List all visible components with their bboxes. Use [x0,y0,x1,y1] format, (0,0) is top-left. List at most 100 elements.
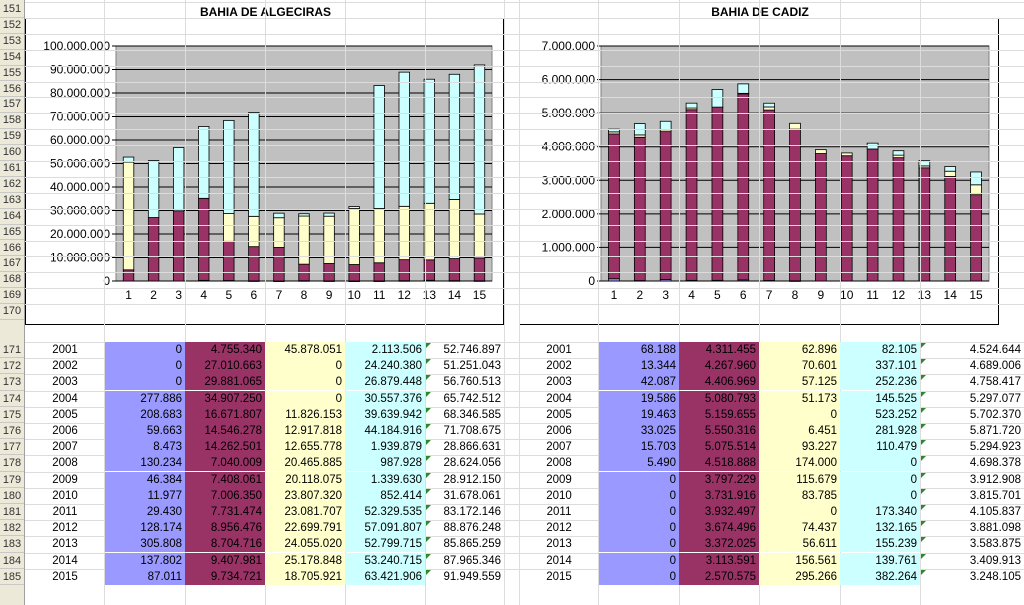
value-cell-col4[interactable]: 1.339.630 [345,471,425,488]
year-cell[interactable]: 2014 [546,554,572,567]
row-number[interactable]: 185 [0,569,24,585]
total-cell[interactable]: 87.965.346 [443,554,501,567]
year-cell[interactable]: 2008 [546,457,572,470]
value-cell-col3[interactable]: 12.655.778 [265,439,345,456]
value-cell-col2[interactable]: 7.040.009 [185,455,265,472]
value-cell-col4[interactable]: 382.264 [840,568,920,585]
row-number[interactable]: 166 [0,241,24,257]
row-number[interactable]: 159 [0,129,24,146]
value-cell-col4[interactable]: 44.184.916 [345,423,425,439]
value-cell-col1[interactable]: 59.663 [105,423,185,439]
value-cell-col4[interactable]: 852.414 [345,487,425,504]
row-number[interactable]: 184 [0,553,24,569]
value-cell-col1[interactable]: 130.234 [105,455,185,472]
row-header-column[interactable]: 151 152 153 154 155 156 157 158 159 160 161 162 163 1… [0,0,25,605]
year-cell[interactable]: 2008 [52,457,78,470]
value-cell-col4[interactable]: 523.252 [840,406,920,423]
value-cell-col1[interactable]: 15.703 [599,439,679,456]
row-number[interactable]: 174 [0,391,24,407]
row-number[interactable]: 181 [0,504,24,521]
value-cell-col1[interactable]: 68.188 [599,342,679,358]
value-cell-col4[interactable]: 155.239 [840,536,920,553]
value-cell-col2[interactable]: 3.372.025 [679,536,759,553]
total-cell[interactable]: 3.248.105 [969,570,1021,583]
value-cell-col2[interactable]: 14.262.501 [185,439,265,456]
year-cell[interactable]: 2006 [52,425,78,437]
year-cell[interactable]: 2012 [52,522,78,535]
value-cell-col3[interactable]: 156.561 [759,552,840,569]
row-number[interactable]: 151 [0,2,24,18]
value-cell-col3[interactable]: 51.173 [759,390,840,407]
value-cell-col2[interactable]: 9.734.721 [185,568,265,585]
value-cell-col3[interactable]: 25.178.848 [265,552,345,569]
value-cell-col1[interactable]: 0 [599,568,679,585]
total-cell[interactable]: 4.758.417 [969,376,1021,389]
value-cell-col3[interactable]: 56.611 [759,536,840,553]
total-cell[interactable]: 51.251.043 [443,360,501,373]
value-cell-col1[interactable]: 8.473 [105,439,185,456]
value-cell-col3[interactable]: 20.118.075 [265,471,345,488]
row-number[interactable]: 182 [0,520,24,537]
value-cell-col3[interactable]: 45.878.051 [265,342,345,358]
value-cell-col2[interactable]: 34.907.250 [185,390,265,407]
year-cell[interactable]: 2002 [546,360,572,373]
year-cell[interactable]: 2009 [546,473,572,486]
value-cell-col2[interactable]: 3.731.916 [679,487,759,504]
total-cell[interactable]: 4.689.006 [969,360,1021,373]
total-cell[interactable]: 88.876.248 [443,522,501,535]
value-cell-col3[interactable]: 0 [759,406,840,423]
total-cell[interactable]: 28.624.056 [443,457,501,470]
value-cell-col1[interactable]: 277.886 [105,390,185,407]
value-cell-col1[interactable]: 87.011 [105,568,185,585]
value-cell-col3[interactable]: 23.807.320 [265,487,345,504]
value-cell-col2[interactable]: 7.408.061 [185,471,265,488]
value-cell-col1[interactable]: 33.025 [599,423,679,439]
total-cell[interactable]: 52.746.897 [443,344,501,356]
value-cell-col3[interactable]: 74.437 [759,520,840,537]
row-number[interactable]: 153 [0,34,24,50]
value-cell-col1[interactable]: 128.174 [105,520,185,537]
value-cell-col3[interactable]: 174.000 [759,455,840,472]
value-cell-col2[interactable]: 3.797.229 [679,471,759,488]
value-cell-col1[interactable]: 19.463 [599,406,679,423]
year-cell[interactable]: 2015 [546,570,572,583]
total-cell[interactable]: 3.409.913 [969,554,1021,567]
total-cell[interactable]: 5.702.370 [969,408,1021,421]
value-cell-col1[interactable]: 0 [599,536,679,553]
row-number[interactable]: 180 [0,488,24,504]
total-cell[interactable]: 3.583.875 [969,538,1021,551]
value-cell-col3[interactable]: 24.055.020 [265,536,345,553]
value-cell-col3[interactable]: 12.917.818 [265,423,345,439]
year-cell[interactable]: 2005 [546,408,572,421]
row-number[interactable]: 152 [0,18,24,34]
value-cell-col4[interactable]: 0 [840,487,920,504]
total-cell[interactable]: 28.912.150 [443,473,501,486]
value-cell-col1[interactable]: 0 [599,487,679,504]
row-number[interactable]: 175 [0,407,24,423]
value-cell-col4[interactable]: 139.761 [840,552,920,569]
year-cell[interactable]: 2001 [546,344,572,356]
value-cell-col3[interactable]: 20.465.885 [265,455,345,472]
year-cell[interactable]: 2009 [52,473,78,486]
value-cell-col4[interactable]: 52.799.715 [345,536,425,553]
value-cell-col1[interactable]: 46.384 [105,471,185,488]
row-number[interactable]: 157 [0,97,24,114]
value-cell-col2[interactable]: 2.570.575 [679,568,759,585]
value-cell-col2[interactable]: 4.267.960 [679,358,759,375]
value-cell-col1[interactable]: 13.344 [599,358,679,375]
year-cell[interactable]: 2001 [52,344,78,356]
value-cell-col4[interactable]: 52.329.535 [345,504,425,520]
total-cell[interactable]: 3.881.098 [969,522,1021,535]
total-cell[interactable]: 5.294.923 [969,441,1021,454]
value-cell-col2[interactable]: 7.006.350 [185,487,265,504]
value-cell-col1[interactable]: 208.683 [105,406,185,423]
row-number[interactable]: 178 [0,455,24,472]
value-cell-col2[interactable]: 16.671.807 [185,406,265,423]
value-cell-col2[interactable]: 7.731.474 [185,504,265,520]
value-cell-col4[interactable]: 110.479 [840,439,920,456]
total-cell[interactable]: 85.865.259 [443,538,501,551]
value-cell-col4[interactable]: 0 [840,471,920,488]
value-cell-col4[interactable]: 2.113.506 [345,342,425,358]
value-cell-col3[interactable]: 57.125 [759,374,840,391]
row-number[interactable]: 168 [0,272,24,289]
